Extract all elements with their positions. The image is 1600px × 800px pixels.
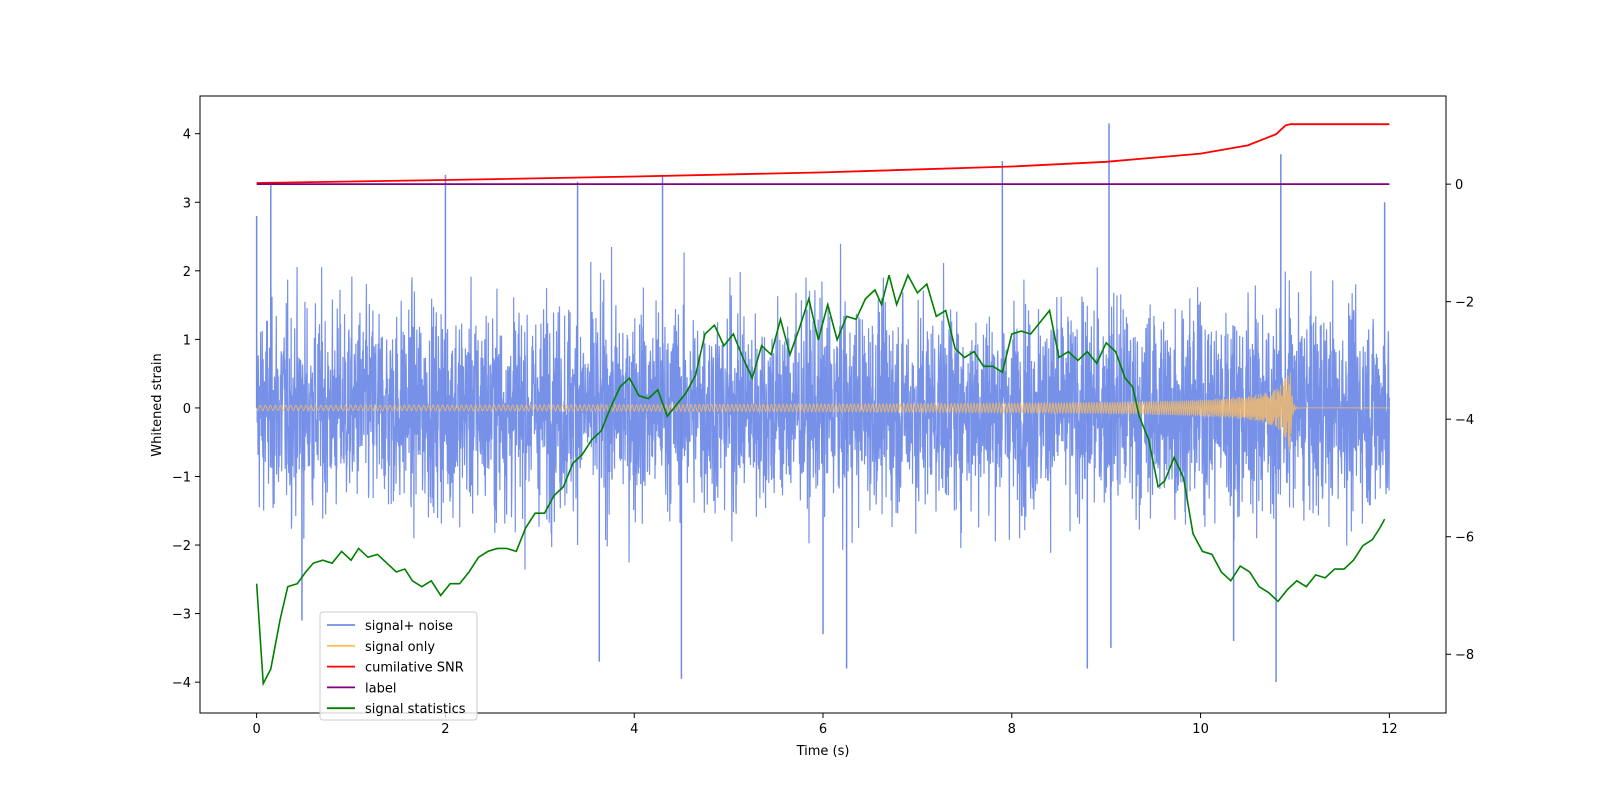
y2-tick-label-3: −2 — [1455, 296, 1474, 311]
legend-box — [319, 611, 478, 721]
series-cumulative-snr — [256, 123, 1390, 184]
y-tick-label-0: −4 — [172, 676, 191, 691]
x-tick-label-6: 12 — [1381, 722, 1398, 737]
y-tick-label-2: −2 — [172, 539, 191, 554]
y-tick-label-1: −3 — [172, 608, 191, 623]
y-tick-label-4: 0 — [183, 402, 191, 417]
y2-tick-label-2: −4 — [1455, 413, 1474, 428]
legend-label-1: signal only — [365, 640, 435, 655]
plot-area — [255, 123, 1390, 687]
legend-label-2: cumilative SNR — [365, 661, 464, 676]
y-tick-label-7: 3 — [183, 196, 191, 211]
y2-tick-label-1: −6 — [1455, 531, 1474, 546]
y-axis-label: Whitened strain — [150, 353, 165, 456]
y2-tick-label-4: 0 — [1455, 178, 1463, 193]
y-tick-label-5: 1 — [183, 333, 191, 348]
x-tick-label-4: 8 — [1008, 722, 1016, 737]
y-tick-label-6: 2 — [183, 265, 191, 280]
y2-tick-label-0: −8 — [1455, 648, 1474, 663]
x-axis: 0 2 4 6 8 10 12 — [252, 713, 1398, 737]
legend: signal+ noise signal only cumilative SNR la… — [319, 611, 478, 721]
y-axis-left: −4 −3 −2 −1 0 1 2 3 4 — [172, 128, 200, 691]
x-tick-label-3: 6 — [819, 722, 827, 737]
x-tick-label-2: 4 — [630, 722, 638, 737]
y-tick-label-8: 4 — [183, 128, 191, 143]
legend-label-0: signal+ noise — [365, 619, 453, 634]
x-axis-label: Time (s) — [796, 744, 850, 759]
x-tick-label-0: 0 — [252, 722, 260, 737]
series-signal-only — [256, 372, 1390, 453]
series-signal-statistics — [255, 273, 1386, 687]
x-tick-label-1: 2 — [441, 722, 449, 737]
x-tick-label-5: 10 — [1192, 722, 1209, 737]
legend-label-3: label — [365, 681, 396, 696]
legend-label-4: signal statistics — [365, 702, 466, 717]
y-tick-label-3: −1 — [172, 470, 191, 485]
y-axis-right: −8 −6 −4 −2 0 — [1446, 178, 1474, 663]
